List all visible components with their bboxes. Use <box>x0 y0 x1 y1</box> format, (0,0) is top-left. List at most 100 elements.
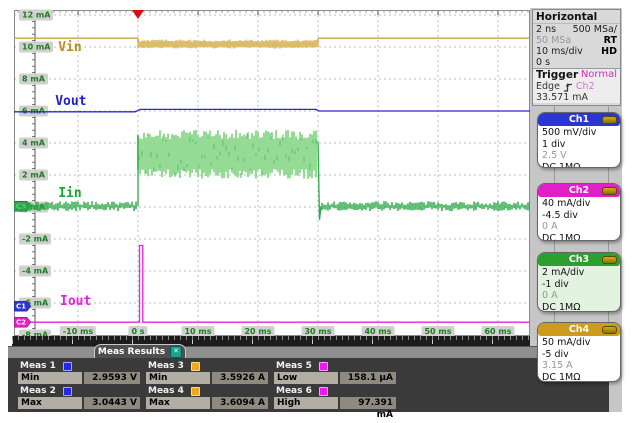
channel-setting-row: 2.5 V <box>542 150 567 161</box>
channel-setting-row: 500 mV/div <box>542 127 597 138</box>
x-axis-label: 50 ms <box>421 326 455 337</box>
trigger-title: Trigger <box>536 69 579 81</box>
ch1-dialog-header[interactable]: Ch1 <box>538 113 620 126</box>
ch3-dialog-header[interactable]: Ch3 <box>538 253 620 266</box>
resolution-value: 2 ns <box>536 24 557 35</box>
meas-source-color-icon <box>190 361 200 371</box>
channel-setting-row: 0 A <box>542 221 558 232</box>
y-axis-label: 12 mA <box>19 9 54 21</box>
x-axis-label: -10 ms <box>59 326 97 337</box>
meas-value: 3.0443 V <box>84 397 140 409</box>
adc-rate-value: 50 MSa <box>536 35 572 46</box>
realtime-badge: RT <box>603 35 617 46</box>
tab-meas-results[interactable]: Meas Results ✕ <box>94 344 186 358</box>
meas-header: Meas 6 <box>276 386 328 396</box>
sample-rate-value: 500 MSa/ <box>572 24 617 35</box>
channel-setting-row: DC 1MΩ <box>542 161 581 168</box>
channel-setting-row: 2 mA/div <box>542 267 585 278</box>
meas-stat-label: High <box>274 397 338 409</box>
channel-name: Ch2 <box>568 185 590 196</box>
waveform-iin <box>14 129 530 220</box>
meas-value: 97.391 mA <box>340 397 396 420</box>
channel-setting-row: DC 1MΩ <box>542 232 581 241</box>
waveform-vin <box>14 37 530 49</box>
minimize-icon[interactable] <box>602 325 617 334</box>
trace-annotation-iin: Iin <box>58 185 82 201</box>
meas-stat-label: Low <box>274 372 338 384</box>
meas-row: Max 3.6094 A <box>146 397 268 409</box>
meas-value: 3.6094 A <box>212 397 268 409</box>
meas-source-color-icon <box>318 361 328 371</box>
x-axis-label: 20 ms <box>241 326 275 337</box>
ch4-dialog-header[interactable]: Ch4 <box>538 323 620 336</box>
waveform-traces: C3 C1 C2 <box>14 10 530 328</box>
y-axis-label: -6 mA <box>19 297 52 309</box>
svg-text:C1: C1 <box>16 303 26 311</box>
channel-settings: 40 mA/div -4.5 div 0 A DC 1MΩ <box>538 197 620 241</box>
meas-row: Low 158.1 µA <box>274 372 396 384</box>
trace-annotation-vout: Vout <box>55 94 87 110</box>
trigger-mode[interactable]: Normal <box>580 69 617 80</box>
meas-stat-label: Min <box>146 372 210 384</box>
ch2-dialog[interactable]: Ch2 40 mA/div -4.5 div 0 A DC 1MΩ <box>537 183 621 241</box>
minimize-icon[interactable] <box>602 255 617 264</box>
y-axis-label: 8 mA <box>19 73 48 85</box>
meas-name: Meas 4 <box>148 386 184 396</box>
edge-slope-icon <box>563 82 572 92</box>
x-axis-label: 40 ms <box>361 326 395 337</box>
trigger-source[interactable]: Ch2 <box>575 81 595 92</box>
timebase-scale[interactable]: 10 ms/div <box>536 46 583 57</box>
meas-row: Min 3.5926 A <box>146 372 268 384</box>
trigger-type[interactable]: Edge <box>536 81 560 92</box>
meas-name: Meas 2 <box>20 386 56 396</box>
meas-value: 2.9593 V <box>84 372 140 384</box>
y-axis-label: -2 mA <box>19 233 52 245</box>
horizontal-title: Horizontal <box>533 10 620 24</box>
channel-name: Ch4 <box>568 324 590 335</box>
channel-settings: 50 mA/div -5 div 3.15 A DC 1MΩ <box>538 336 620 382</box>
x-axis-label: 60 ms <box>481 326 515 337</box>
meas-source-color-icon <box>62 361 72 371</box>
channel-setting-row: 50 mA/div <box>542 337 591 348</box>
svg-text:C3: C3 <box>16 203 26 211</box>
channel-marker-c2[interactable]: C2 <box>14 316 32 328</box>
close-icon[interactable]: ✕ <box>170 345 183 358</box>
channel-setting-row: DC 1MΩ <box>542 301 581 312</box>
meas-header: Meas 1 <box>20 361 72 371</box>
meas-header: Meas 4 <box>148 386 200 396</box>
meas-stat-label: Min <box>18 372 82 384</box>
ch1-dialog[interactable]: Ch1 500 mV/div 1 div 2.5 V DC 1MΩ <box>537 112 621 168</box>
channel-settings: 2 mA/div -1 div 0 A DC 1MΩ <box>538 266 620 312</box>
waveform-vout <box>14 108 530 113</box>
trigger-section: Trigger Normal Edge Ch2 33.571 mA <box>533 68 620 103</box>
y-axis-label: 6 mA <box>19 105 48 117</box>
ch2-dialog-header[interactable]: Ch2 <box>538 184 620 197</box>
meas-name: Meas 1 <box>20 361 56 371</box>
ch3-dialog[interactable]: Ch3 2 mA/div -1 div 0 A DC 1MΩ <box>537 252 621 312</box>
channel-setting-row: 3.15 A <box>542 360 573 371</box>
minimize-icon[interactable] <box>602 186 617 195</box>
waveform-display[interactable]: C3 C1 C2 12 mA 10 mA 8 mA 6 mA 4 mA 2 mA 0 mA -2 … <box>14 9 530 341</box>
ch4-dialog[interactable]: Ch4 50 mA/div -5 div 3.15 A DC 1MΩ <box>537 322 621 382</box>
time-ruler <box>12 336 534 346</box>
meas-value: 158.1 µA <box>340 372 396 384</box>
channel-setting-row: DC 1MΩ <box>542 371 581 382</box>
channel-name: Ch3 <box>568 254 590 265</box>
y-axis-label: 2 mA <box>19 169 48 181</box>
y-axis-label: 4 mA <box>19 137 48 149</box>
channel-marker-c1[interactable]: C1 <box>14 300 32 312</box>
minimize-icon[interactable] <box>602 115 617 124</box>
meas-header: Meas 5 <box>276 361 328 371</box>
meas-header: Meas 2 <box>20 386 72 396</box>
meas-results-panel: Meas Results ✕ Meas 1 Min 2.9593 V Meas 2 Ma… <box>8 344 609 420</box>
meas-header: Meas 3 <box>148 361 200 371</box>
channel-setting-row: 0 A <box>542 290 558 301</box>
meas-stat-label: Max <box>146 397 210 409</box>
channel-name: Ch1 <box>568 114 590 125</box>
meas-value: 3.5926 A <box>212 372 268 384</box>
svg-text:C2: C2 <box>16 319 26 327</box>
y-axis-label: -8 mA <box>19 329 52 341</box>
trigger-position-marker[interactable] <box>132 10 144 19</box>
meas-row: Max 3.0443 V <box>18 397 140 409</box>
